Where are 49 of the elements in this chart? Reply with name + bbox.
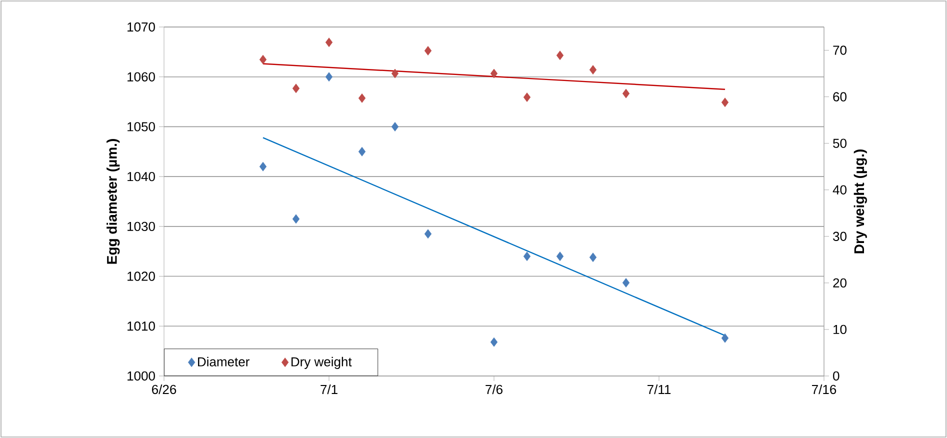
point <box>721 98 729 108</box>
point <box>391 68 399 78</box>
y2-tick-label: 30 <box>833 232 846 241</box>
x-tick-label: 7/11 <box>648 384 671 394</box>
point <box>556 252 564 262</box>
y-tick-label: 1060 <box>128 72 155 82</box>
point <box>424 46 432 56</box>
y2-tick-label: 40 <box>832 185 846 194</box>
y2-tick-label: 20 <box>833 278 846 288</box>
y2-tick-label: 0 <box>833 371 840 381</box>
point <box>523 252 531 262</box>
y-tick-label: 1040 <box>128 172 155 182</box>
point <box>490 68 498 78</box>
point <box>358 146 366 156</box>
point <box>424 229 432 239</box>
point <box>622 88 630 98</box>
y-tick-label: 1010 <box>128 322 155 331</box>
point <box>622 278 630 288</box>
point <box>325 38 333 48</box>
point <box>358 93 366 103</box>
y2-tick-label: 60 <box>833 92 846 102</box>
point <box>589 252 597 262</box>
x-tick-label: 7/1 <box>320 384 338 394</box>
point <box>259 162 267 172</box>
point <box>292 84 300 94</box>
x-tick-label: 7/6 <box>486 384 502 394</box>
y-tick-label: 1000 <box>128 371 155 381</box>
point <box>556 50 564 60</box>
legend-label: Dry weight <box>292 356 352 369</box>
point <box>325 72 333 82</box>
y-tick-label: 1030 <box>128 222 155 232</box>
y-tick-label: 1070 <box>128 22 155 32</box>
y-tick-label: 1050 <box>128 122 155 132</box>
x-tick-label: 6/26 <box>152 384 176 394</box>
y2-tick-label: 70 <box>833 46 846 55</box>
y-tick-label: 1020 <box>128 272 155 281</box>
point <box>490 337 498 347</box>
point <box>259 54 267 64</box>
point <box>391 122 399 132</box>
point <box>589 65 597 74</box>
y2-tick-label: 10 <box>834 324 846 334</box>
point <box>523 92 531 102</box>
point <box>721 333 729 343</box>
point <box>292 214 300 224</box>
x-tick-label: 7/16 <box>812 384 836 394</box>
y-axis-title: Egg diameter (µm.) <box>106 139 120 264</box>
y2-tick-label: 50 <box>833 138 846 148</box>
y2-axis-title: Dry weight (µg.) <box>854 150 867 254</box>
legend-label: Diameter <box>198 356 250 366</box>
